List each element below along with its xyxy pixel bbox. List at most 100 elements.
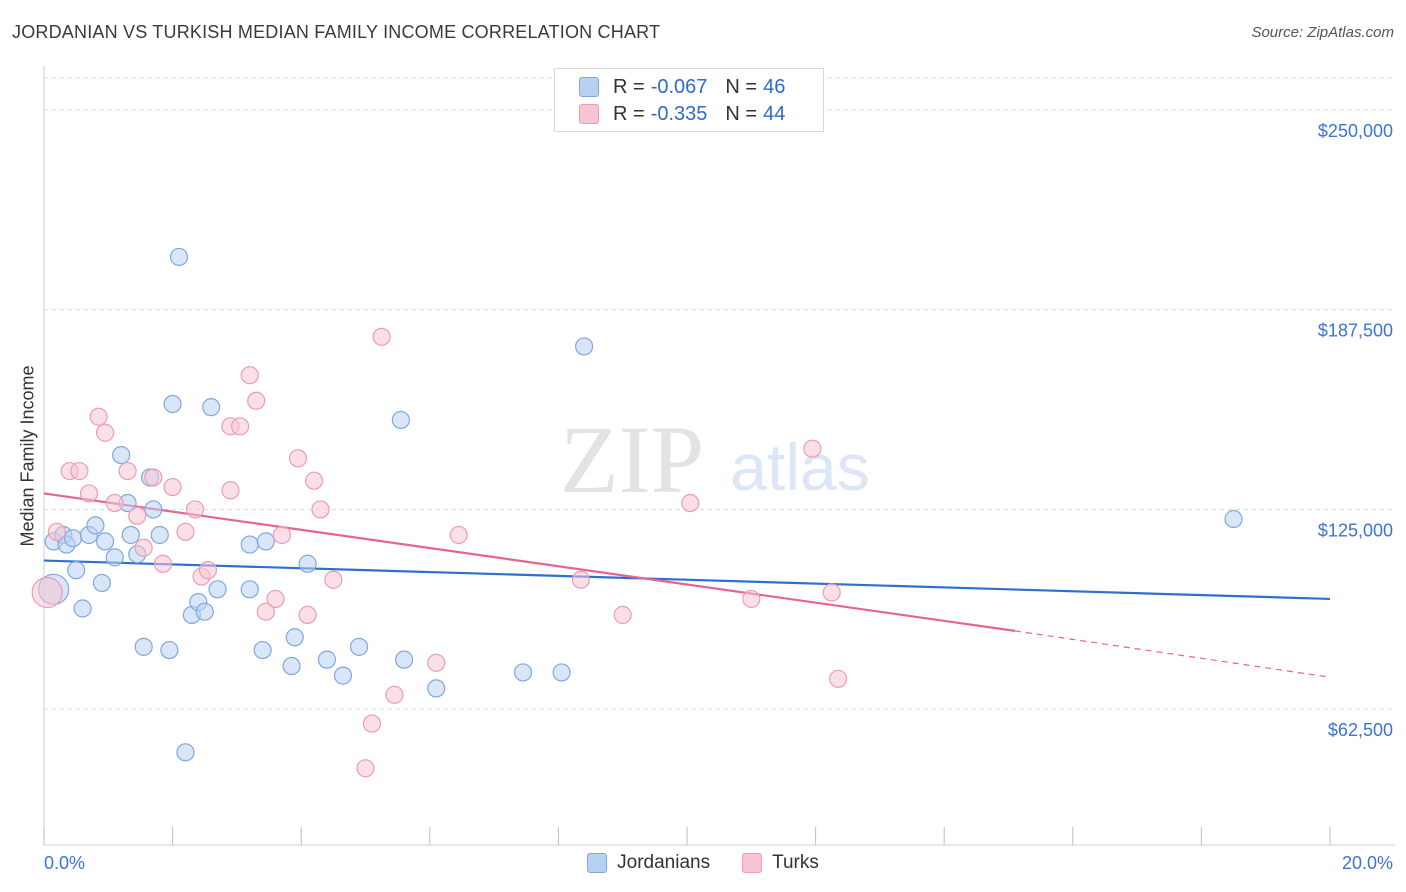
legend-row-jordanians: R = -0.067 N = 46 — [579, 75, 785, 99]
point-turks — [288, 449, 308, 468]
point-jordanians — [163, 394, 182, 414]
point-jordanians — [95, 532, 115, 551]
watermark-zip: ZIP — [560, 406, 704, 513]
point-jordanians — [240, 535, 259, 554]
point-turks — [128, 506, 147, 525]
point-turks — [681, 493, 700, 513]
point-turks — [372, 327, 391, 346]
point-jordanians — [208, 580, 227, 599]
point-jordanians — [195, 602, 214, 621]
y-tick-label: $187,500 — [1318, 321, 1393, 341]
r-value: -0.067 — [650, 75, 708, 98]
legend-item-jordanians[interactable]: Jordanians — [587, 852, 710, 874]
point-turks — [105, 493, 124, 513]
series-legend: Jordanians Turks — [0, 852, 1406, 874]
point-jordanians — [349, 637, 369, 656]
jordanians-swatch — [587, 853, 608, 873]
point-jordanians — [144, 500, 163, 519]
point-turks — [240, 366, 259, 385]
point-turks — [186, 500, 205, 519]
y-tick-labels: $62,500 $125,000 $187,500 $250,000 — [1318, 121, 1393, 740]
turks-swatch — [742, 853, 763, 873]
legend-item-turks[interactable]: Turks — [742, 852, 819, 874]
point-turks — [362, 714, 382, 733]
jordanians-swatch — [579, 77, 599, 97]
n-label: N = — [725, 102, 758, 125]
r-value: -0.335 — [650, 102, 708, 125]
source-label: Source: ZipAtlas.com — [1251, 24, 1394, 41]
point-turks — [89, 407, 108, 426]
r-label: R = — [613, 75, 645, 98]
y-tick-label: $125,000 — [1318, 520, 1393, 540]
point-turks — [571, 570, 591, 589]
point-jordanians — [150, 525, 169, 545]
point-turks — [829, 669, 848, 688]
y-tick-label: $62,500 — [1328, 720, 1393, 740]
point-turks — [742, 589, 761, 609]
point-turks — [198, 561, 218, 580]
r-label: R = — [613, 102, 645, 125]
point-turks — [247, 391, 266, 410]
axes — [43, 66, 1395, 846]
point-turks — [134, 538, 153, 557]
point-turks — [118, 461, 137, 481]
point-turks — [256, 602, 275, 621]
point-turks — [153, 554, 173, 573]
n-label: N = — [725, 75, 758, 98]
point-jordanians — [1224, 509, 1243, 529]
point-jordanians — [112, 445, 131, 465]
point-jordanians — [513, 663, 533, 682]
point-jordanians — [160, 640, 179, 660]
point-jordanians — [256, 532, 275, 551]
point-turks — [385, 685, 404, 704]
trendlines — [43, 492, 1331, 678]
point-turks — [304, 471, 324, 490]
point-jordanians — [92, 573, 111, 593]
point-turks — [356, 759, 375, 778]
point-turks — [449, 525, 468, 545]
point-jordanians — [67, 561, 86, 580]
point-turks — [311, 500, 330, 519]
gridlines — [44, 77, 1395, 710]
chart-title: JORDANIAN VS TURKISH MEDIAN FAMILY INCOM… — [12, 22, 661, 42]
point-jordanians — [282, 656, 301, 676]
legend-row-turks: R = -0.335 N = 44 — [579, 102, 785, 126]
point-jordanians — [73, 599, 92, 618]
point-jordanians — [391, 410, 410, 430]
point-jordanians — [253, 640, 272, 660]
point-jordanians — [333, 666, 353, 685]
n-value: 44 — [763, 102, 786, 125]
point-jordanians — [240, 580, 259, 599]
x-tick-labels: 0.0% 20.0% — [44, 853, 1393, 873]
y-axis-label: Median Family Income — [17, 365, 38, 547]
point-turks — [47, 522, 66, 541]
y-tick-label: $250,000 — [1318, 121, 1393, 141]
point-turks — [231, 417, 250, 436]
point-turks — [221, 481, 240, 500]
point-jordanians — [285, 628, 304, 647]
point-turks — [266, 589, 285, 609]
point-jordanians — [552, 663, 571, 682]
x-tick-label-min: 0.0% — [44, 853, 85, 873]
trendline-turks — [43, 492, 1016, 632]
point-turks — [298, 605, 317, 624]
point-jordanians — [575, 337, 594, 356]
watermark: ZIP atlas — [560, 406, 870, 513]
trendline-jordanians — [43, 559, 1331, 601]
point-jordanians — [317, 650, 337, 669]
point-turks — [822, 583, 841, 602]
point-turks — [803, 439, 822, 458]
point-jordanians — [169, 247, 189, 267]
correlation-legend: R = -0.067 N = 46 R = -0.335 N = 44 — [554, 68, 824, 132]
legend-label: Jordanians — [617, 852, 711, 873]
point-jordanians — [298, 554, 317, 573]
turks-swatch — [579, 104, 599, 124]
point-jordanians — [105, 548, 124, 567]
data-points — [31, 247, 1243, 778]
n-value: 46 — [763, 75, 786, 98]
point-turks — [79, 484, 99, 503]
point-jordanians — [86, 516, 105, 535]
point-jordanians — [134, 637, 153, 656]
point-jordanians — [63, 529, 83, 548]
point-turks — [613, 605, 632, 624]
